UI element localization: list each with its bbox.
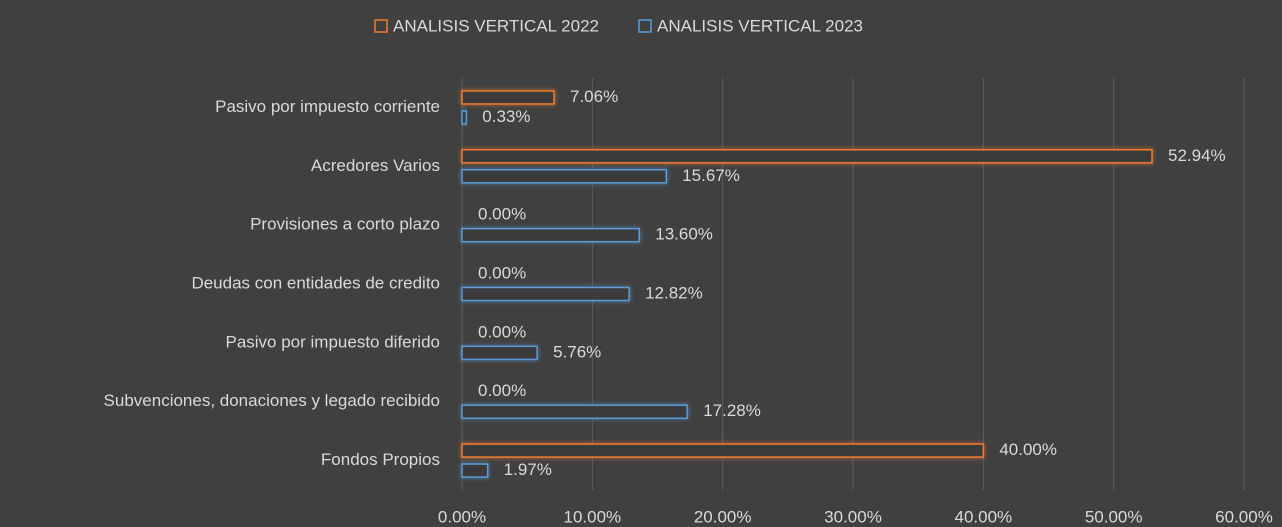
- bar: [461, 404, 688, 419]
- data-label: 52.94%: [1168, 146, 1226, 165]
- y-tick-label: Acredores Varios: [311, 156, 440, 175]
- bar: [461, 463, 489, 478]
- x-tick-label: 10.00%: [563, 507, 621, 526]
- x-tick-label: 0.00%: [438, 507, 486, 526]
- x-tick-label: 60.00%: [1215, 507, 1273, 526]
- data-label: 12.82%: [645, 283, 703, 302]
- data-label: 13.60%: [655, 225, 713, 244]
- legend-swatch: [374, 19, 388, 33]
- data-label: 15.67%: [682, 166, 740, 185]
- legend-label: ANALISIS VERTICAL 2022: [393, 16, 599, 35]
- data-label: 0.00%: [478, 263, 526, 282]
- data-label: 0.33%: [482, 107, 530, 126]
- data-label: 7.06%: [570, 87, 618, 106]
- y-tick-label: Pasivo por impuesto corriente: [215, 97, 440, 116]
- data-label: 1.97%: [504, 460, 552, 479]
- data-label: 0.00%: [478, 205, 526, 224]
- data-label: 5.76%: [553, 342, 601, 361]
- x-tick-label: 30.00%: [824, 507, 882, 526]
- y-tick-label: Fondos Propios: [321, 450, 440, 469]
- y-tick-label: Deudas con entidades de credito: [191, 273, 440, 292]
- bar: [461, 90, 555, 105]
- data-label: 0.00%: [478, 381, 526, 400]
- bar: [461, 227, 641, 243]
- data-label: 0.00%: [478, 322, 526, 341]
- legend-swatch: [638, 19, 652, 33]
- data-label: 17.28%: [703, 401, 761, 420]
- x-tick-label: 50.00%: [1085, 507, 1143, 526]
- bar: [461, 345, 538, 361]
- y-tick-label: Subvenciones, donaciones y legado recibi…: [104, 391, 440, 410]
- bar: [461, 169, 667, 184]
- legend-label: ANALISIS VERTICAL 2023: [657, 16, 863, 35]
- y-tick-label: Provisiones a corto plazo: [250, 215, 440, 234]
- x-tick-label: 40.00%: [954, 507, 1012, 526]
- data-label: 40.00%: [999, 440, 1057, 459]
- y-tick-label: Pasivo por impuesto diferido: [225, 332, 440, 351]
- bar: [461, 149, 1153, 164]
- bar: [461, 110, 468, 125]
- bar: [461, 286, 630, 302]
- x-tick-label: 20.00%: [694, 507, 752, 526]
- bar: [461, 443, 985, 458]
